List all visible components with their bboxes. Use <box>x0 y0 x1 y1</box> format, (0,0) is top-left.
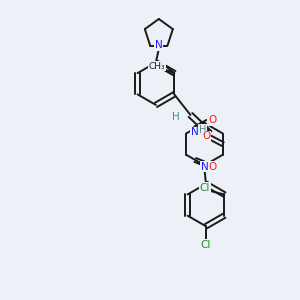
Text: O: O <box>202 131 210 141</box>
Text: CH₃: CH₃ <box>149 62 166 71</box>
Text: N: N <box>155 40 163 50</box>
Text: O: O <box>208 115 216 125</box>
Text: N: N <box>201 162 208 172</box>
Text: H: H <box>199 125 206 135</box>
Text: O: O <box>209 162 217 172</box>
Text: N: N <box>190 127 198 137</box>
Text: Cl: Cl <box>201 240 211 250</box>
Text: H: H <box>172 112 180 122</box>
Text: Cl: Cl <box>200 183 210 193</box>
